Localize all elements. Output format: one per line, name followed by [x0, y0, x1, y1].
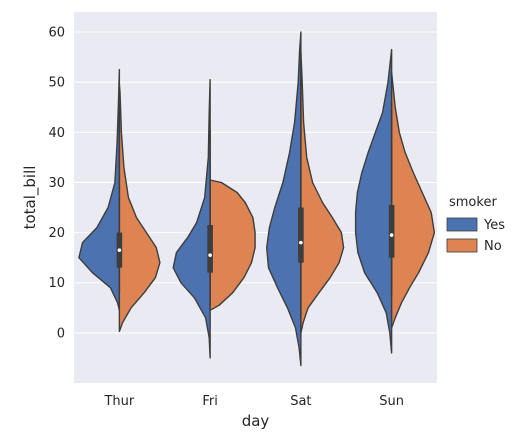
x-axis-label: day [242, 412, 270, 430]
violin-half-yes [78, 68, 121, 312]
x-tick-label: Thur [103, 394, 134, 409]
violins [78, 31, 436, 367]
y-axis-label: total_bill [21, 166, 40, 230]
violin-half-yes [266, 31, 302, 367]
legend-swatch-yes [446, 217, 478, 232]
legend-title: smoker [449, 195, 497, 210]
violin-half-no [209, 179, 256, 312]
y-tick-label: 60 [48, 26, 65, 41]
iqr-box [388, 205, 395, 258]
violin-fri [172, 78, 256, 359]
violin-half-yes [354, 48, 393, 354]
median-marker [389, 233, 394, 237]
iqr-box [298, 207, 304, 263]
violin-sat [266, 31, 345, 367]
y-tick-label: 30 [48, 176, 65, 191]
y-tick-label: 40 [48, 126, 65, 141]
violin-thur [78, 68, 161, 333]
violin-sun [354, 48, 436, 354]
y-tick-label: 10 [48, 276, 65, 291]
median-marker [117, 248, 122, 252]
violin-half-no [118, 83, 161, 333]
legend: smoker Yes No [446, 195, 505, 254]
legend-label-no: No [484, 239, 502, 254]
legend-label-yes: Yes [483, 218, 505, 233]
y-tick-label: 0 [57, 326, 65, 341]
violin-half-no [300, 51, 345, 334]
x-tick-label: Fri [202, 394, 218, 409]
legend-swatch-no [446, 238, 478, 253]
y-tick-label: 50 [48, 76, 65, 91]
median-marker [208, 253, 212, 257]
violin-half-yes [172, 78, 211, 359]
y-tick-label: 20 [48, 226, 65, 241]
violin-half-no [390, 71, 436, 329]
iqr-box [207, 225, 213, 273]
x-tick-label: Sat [290, 394, 311, 409]
x-tick-label: Sun [379, 394, 404, 409]
median-marker [299, 240, 303, 245]
y-tick-labels: 0 10 20 30 40 50 60 [48, 26, 65, 342]
x-tick-labels: Thur Fri Sat Sun [103, 394, 404, 409]
